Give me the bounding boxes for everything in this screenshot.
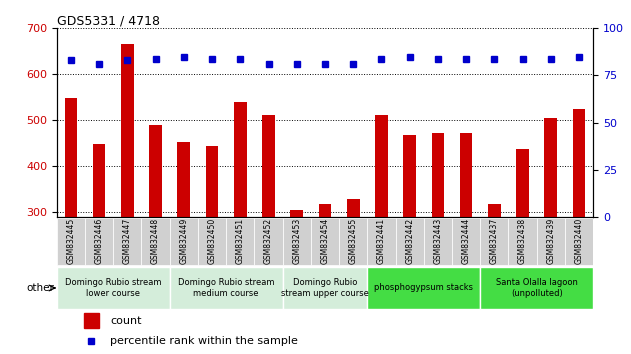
Bar bbox=[516, 149, 529, 217]
Bar bbox=[234, 102, 247, 217]
Text: GSM832440: GSM832440 bbox=[575, 218, 584, 264]
Text: GSM832437: GSM832437 bbox=[490, 218, 499, 264]
Text: other: other bbox=[26, 283, 54, 293]
FancyBboxPatch shape bbox=[254, 218, 283, 265]
Text: phosphogypsum stacks: phosphogypsum stacks bbox=[374, 284, 473, 292]
Bar bbox=[573, 109, 586, 217]
FancyBboxPatch shape bbox=[57, 218, 85, 265]
FancyBboxPatch shape bbox=[283, 267, 367, 309]
Text: GSM832441: GSM832441 bbox=[377, 218, 386, 264]
Bar bbox=[545, 118, 557, 217]
Bar bbox=[150, 125, 162, 217]
Text: GSM832442: GSM832442 bbox=[405, 218, 414, 264]
FancyBboxPatch shape bbox=[141, 218, 170, 265]
Text: GSM832447: GSM832447 bbox=[123, 218, 132, 264]
Text: GSM832444: GSM832444 bbox=[462, 218, 471, 264]
Bar bbox=[488, 204, 500, 217]
FancyBboxPatch shape bbox=[170, 267, 283, 309]
FancyBboxPatch shape bbox=[396, 218, 424, 265]
Bar bbox=[93, 144, 105, 217]
FancyBboxPatch shape bbox=[367, 267, 480, 309]
Text: GSM832438: GSM832438 bbox=[518, 218, 527, 264]
Bar bbox=[432, 133, 444, 217]
FancyBboxPatch shape bbox=[311, 218, 339, 265]
Bar bbox=[347, 199, 360, 217]
Bar bbox=[262, 115, 275, 217]
FancyBboxPatch shape bbox=[170, 218, 198, 265]
FancyBboxPatch shape bbox=[283, 218, 311, 265]
FancyBboxPatch shape bbox=[367, 218, 396, 265]
Text: GSM832443: GSM832443 bbox=[433, 218, 442, 264]
Text: GSM832439: GSM832439 bbox=[546, 218, 555, 264]
FancyBboxPatch shape bbox=[452, 218, 480, 265]
FancyBboxPatch shape bbox=[226, 218, 254, 265]
Text: GSM832453: GSM832453 bbox=[292, 218, 301, 264]
FancyBboxPatch shape bbox=[480, 267, 593, 309]
Bar bbox=[375, 115, 388, 217]
Text: GSM832451: GSM832451 bbox=[236, 218, 245, 264]
FancyBboxPatch shape bbox=[85, 218, 113, 265]
Text: Domingo Rubio stream
lower course: Domingo Rubio stream lower course bbox=[65, 278, 162, 298]
Text: percentile rank within the sample: percentile rank within the sample bbox=[110, 336, 298, 346]
FancyBboxPatch shape bbox=[509, 218, 537, 265]
FancyBboxPatch shape bbox=[537, 218, 565, 265]
Bar bbox=[319, 204, 331, 217]
Bar bbox=[206, 145, 218, 217]
Bar bbox=[460, 133, 473, 217]
Text: GSM832454: GSM832454 bbox=[321, 218, 329, 264]
Text: Santa Olalla lagoon
(unpolluted): Santa Olalla lagoon (unpolluted) bbox=[496, 278, 577, 298]
Text: GSM832452: GSM832452 bbox=[264, 218, 273, 264]
Text: GDS5331 / 4718: GDS5331 / 4718 bbox=[57, 14, 160, 27]
Text: Domingo Rubio stream
medium course: Domingo Rubio stream medium course bbox=[178, 278, 274, 298]
FancyBboxPatch shape bbox=[113, 218, 141, 265]
Text: GSM832449: GSM832449 bbox=[179, 218, 188, 264]
FancyBboxPatch shape bbox=[424, 218, 452, 265]
Text: GSM832455: GSM832455 bbox=[349, 218, 358, 264]
Text: GSM832446: GSM832446 bbox=[95, 218, 103, 264]
FancyBboxPatch shape bbox=[339, 218, 367, 265]
Bar bbox=[64, 98, 77, 217]
Text: Domingo Rubio
stream upper course: Domingo Rubio stream upper course bbox=[281, 278, 369, 298]
FancyBboxPatch shape bbox=[57, 267, 170, 309]
Bar bbox=[121, 44, 134, 217]
Bar bbox=[83, 313, 98, 328]
FancyBboxPatch shape bbox=[198, 218, 226, 265]
Bar bbox=[177, 142, 190, 217]
FancyBboxPatch shape bbox=[480, 218, 509, 265]
Text: GSM832448: GSM832448 bbox=[151, 218, 160, 264]
Text: count: count bbox=[110, 315, 142, 326]
Bar bbox=[290, 210, 303, 217]
Bar bbox=[403, 135, 416, 217]
FancyBboxPatch shape bbox=[565, 218, 593, 265]
Text: GSM832445: GSM832445 bbox=[66, 218, 75, 264]
Text: GSM832450: GSM832450 bbox=[208, 218, 216, 264]
